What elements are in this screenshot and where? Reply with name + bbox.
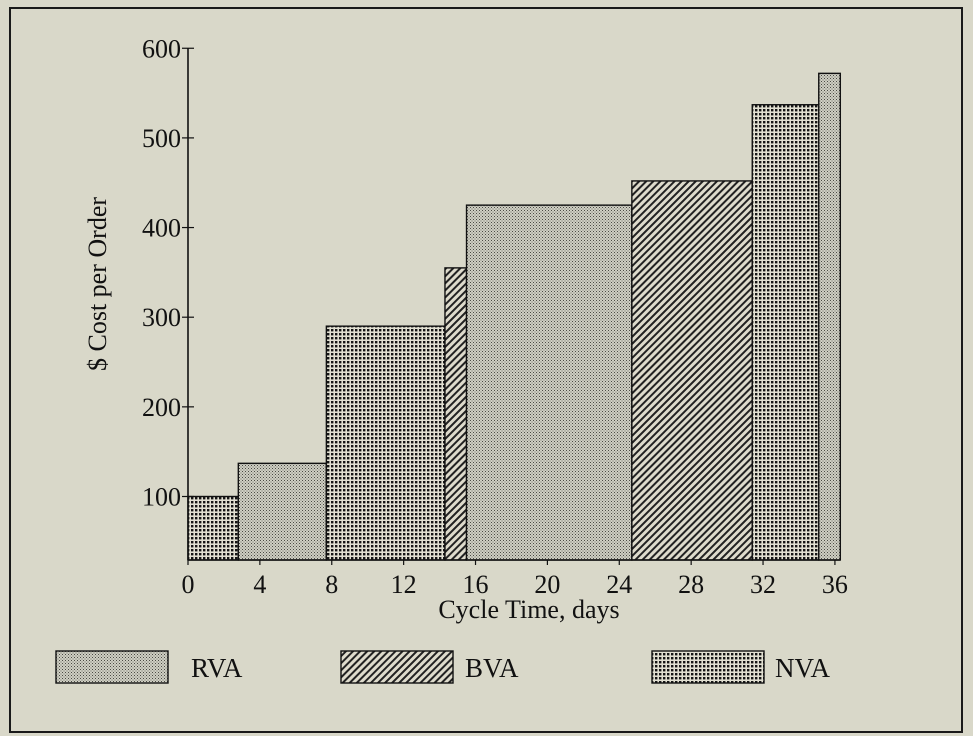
x-tick-label: 4: [253, 570, 266, 599]
legend-label-rva: RVA: [191, 653, 243, 683]
bar-chart: 0 4 8 12 16 20 24 28 32 36 100 200 300 400 500 600 Cyc…: [55, 34, 848, 684]
x-tick-label: 12: [391, 570, 417, 599]
y-tick-label: 400: [142, 214, 181, 243]
x-tick-label: 24: [606, 570, 632, 599]
y-ticks: 100 200 300 400 500 600: [142, 34, 194, 512]
bar-nva-1: [187, 495, 240, 561]
legend-swatch-nva: [651, 650, 765, 684]
bar-bva-6: [631, 180, 753, 561]
y-axis-label: $ Cost per Order: [83, 197, 112, 371]
bar-rva-8: [818, 72, 842, 561]
legend-swatch-rva: [55, 650, 169, 684]
chart-frame: 0 4 8 12 16 20 24 28 32 36 100 200 300 400 500 600 Cyc…: [9, 7, 963, 733]
bar-rva-5: [465, 204, 633, 561]
y-tick-label: 100: [142, 483, 181, 512]
bars-layer: [187, 72, 842, 561]
bar-bva-4: [444, 267, 468, 561]
x-ticks: 0 4 8 12 16 20 24 28 32 36: [182, 560, 848, 599]
y-tick-label: 500: [142, 124, 181, 153]
x-axis-label: Cycle Time, days: [438, 595, 619, 624]
legend: RVA BVA NVA: [55, 650, 831, 684]
x-tick-label: 28: [678, 570, 704, 599]
x-tick-label: 0: [182, 570, 195, 599]
y-tick-label: 200: [142, 393, 181, 422]
x-tick-label: 8: [325, 570, 338, 599]
legend-label-nva: NVA: [775, 653, 831, 683]
bar-nva-7: [751, 104, 820, 561]
x-tick-label: 20: [534, 570, 560, 599]
x-tick-label: 16: [463, 570, 489, 599]
legend-swatch-bva: [340, 650, 454, 684]
legend-label-bva: BVA: [465, 653, 519, 683]
y-tick-label: 300: [142, 303, 181, 332]
bar-nva-3: [325, 325, 446, 561]
x-tick-label: 32: [750, 570, 776, 599]
y-tick-label: 600: [142, 34, 181, 63]
x-tick-label: 36: [822, 570, 848, 599]
bar-rva-2: [237, 462, 328, 561]
